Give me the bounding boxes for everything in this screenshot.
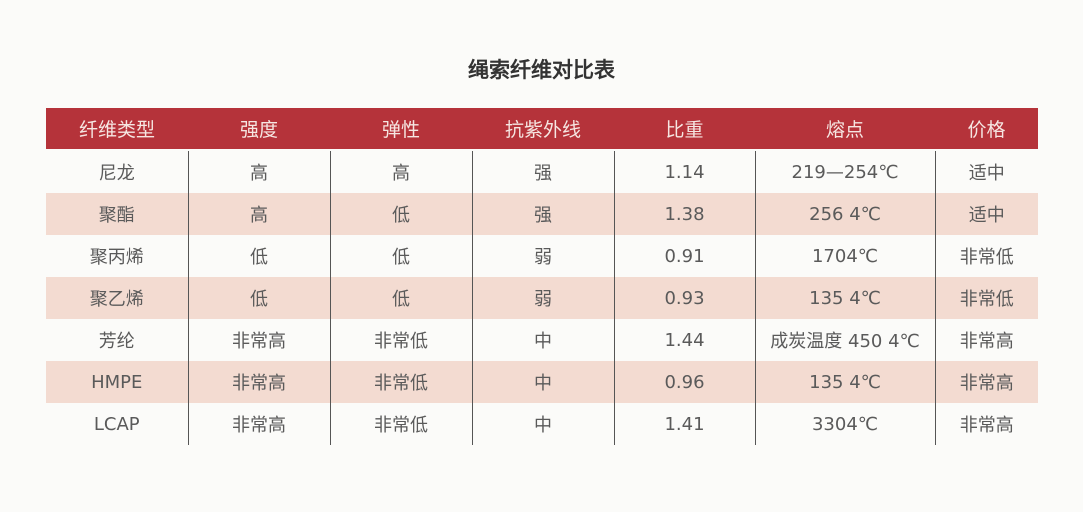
- cell-melting-point: 3304℃: [754, 403, 935, 445]
- column-header-fiber-type: 纤维类型: [46, 108, 188, 150]
- cell-price: 非常低: [934, 277, 1038, 319]
- column-header-price: 价格: [935, 108, 1038, 150]
- cell-strength: 高: [187, 149, 330, 193]
- cell-specific-gravity: 1.14: [613, 149, 755, 193]
- cell-strength: 非常高: [187, 361, 330, 403]
- cell-specific-gravity: 0.96: [613, 361, 755, 403]
- table-row: 聚丙烯低低弱 0.91 1704℃ 非常低: [46, 235, 1038, 277]
- cell-elasticity: 低: [329, 193, 472, 235]
- cell-uv-resistance: 强: [471, 149, 614, 193]
- table-row: 芳纶 非常高 非常低中 1.44 成炭温度 450 4℃ 非常高: [46, 319, 1038, 361]
- cell-specific-gravity: 1.38: [613, 193, 755, 235]
- table-row: 聚酯高低强 1.38 256 4℃ 适中: [46, 193, 1038, 235]
- column-header-elasticity: 弹性: [330, 108, 472, 150]
- cell-strength: 非常高: [187, 403, 330, 445]
- cell-uv-resistance: 强: [471, 193, 614, 235]
- cell-elasticity: 低: [329, 235, 472, 277]
- table-row: LCAP 非常高 非常低中 1.41 3304℃ 非常高: [46, 403, 1038, 445]
- cell-fiber-type: HMPE: [46, 361, 188, 403]
- cell-uv-resistance: 弱: [471, 277, 614, 319]
- cell-uv-resistance: 中: [471, 361, 614, 403]
- fiber-comparison-table: 纤维类型 强度 弹性 抗紫外线 比重 熔点 价格 尼龙高高强 1.14 219—254℃ 适中 聚酯…: [46, 108, 1038, 445]
- cell-uv-resistance: 中: [471, 403, 614, 445]
- cell-fiber-type: 尼龙: [46, 149, 188, 193]
- cell-melting-point: 219—254℃: [754, 149, 935, 193]
- column-header-specific-gravity: 比重: [614, 108, 755, 150]
- column-header-strength: 强度: [188, 108, 330, 150]
- table-row: 尼龙高高强 1.14 219—254℃ 适中: [46, 149, 1038, 193]
- cell-fiber-type: 芳纶: [98, 331, 135, 352]
- cell-uv-resistance: 弱: [471, 235, 614, 277]
- column-header-melting-point: 熔点: [755, 108, 935, 150]
- cell-elasticity: 非常低: [329, 361, 472, 403]
- cell-elasticity: 非常低: [329, 403, 472, 445]
- cell-melting-point: 256 4℃: [754, 193, 935, 235]
- cell-strength: 低: [187, 277, 330, 319]
- cell-melting-point: 1704℃: [754, 235, 935, 277]
- cell-fiber-type: 聚酯: [46, 193, 188, 235]
- cell-elasticity: 非常低: [329, 319, 472, 361]
- cell-fiber-type: LCAP: [93, 413, 140, 435]
- cell-fiber-type: 聚丙烯: [89, 247, 144, 268]
- cell-specific-gravity: 0.91: [613, 235, 755, 277]
- cell-strength: 低: [187, 235, 330, 277]
- cell-specific-gravity: 0.93: [613, 277, 755, 319]
- table-row: HMPE 非常高 非常低中 0.96 135 4℃ 非常高: [46, 361, 1038, 403]
- cell-melting-point: 135 4℃: [754, 277, 935, 319]
- cell-price: 适中: [934, 149, 1038, 193]
- cell-strength: 非常高: [187, 319, 330, 361]
- cell-price: 非常低: [934, 235, 1038, 277]
- cell-melting-point: 成炭温度 450 4℃: [754, 319, 935, 361]
- column-header-uv-resistance: 抗紫外线: [472, 108, 614, 150]
- cell-melting-point: 135 4℃: [754, 361, 935, 403]
- cell-uv-resistance: 中: [471, 319, 614, 361]
- cell-price: 非常高: [934, 403, 1038, 445]
- table-title: 绳索纤维对比表: [468, 58, 615, 82]
- table-row: 聚乙烯低低弱 0.93 135 4℃ 非常低: [46, 277, 1038, 319]
- cell-specific-gravity: 1.41: [613, 403, 755, 445]
- cell-price: 非常高: [934, 361, 1038, 403]
- cell-elasticity: 高: [329, 149, 472, 193]
- header-row: 纤维类型 强度 弹性 抗紫外线 比重 熔点 价格: [46, 108, 1038, 150]
- cell-price: 非常高: [934, 319, 1038, 361]
- cell-strength: 高: [187, 193, 330, 235]
- cell-specific-gravity: 1.44: [613, 319, 755, 361]
- cell-elasticity: 低: [329, 277, 472, 319]
- cell-price: 适中: [934, 193, 1038, 235]
- cell-fiber-type: 聚乙烯: [46, 277, 188, 319]
